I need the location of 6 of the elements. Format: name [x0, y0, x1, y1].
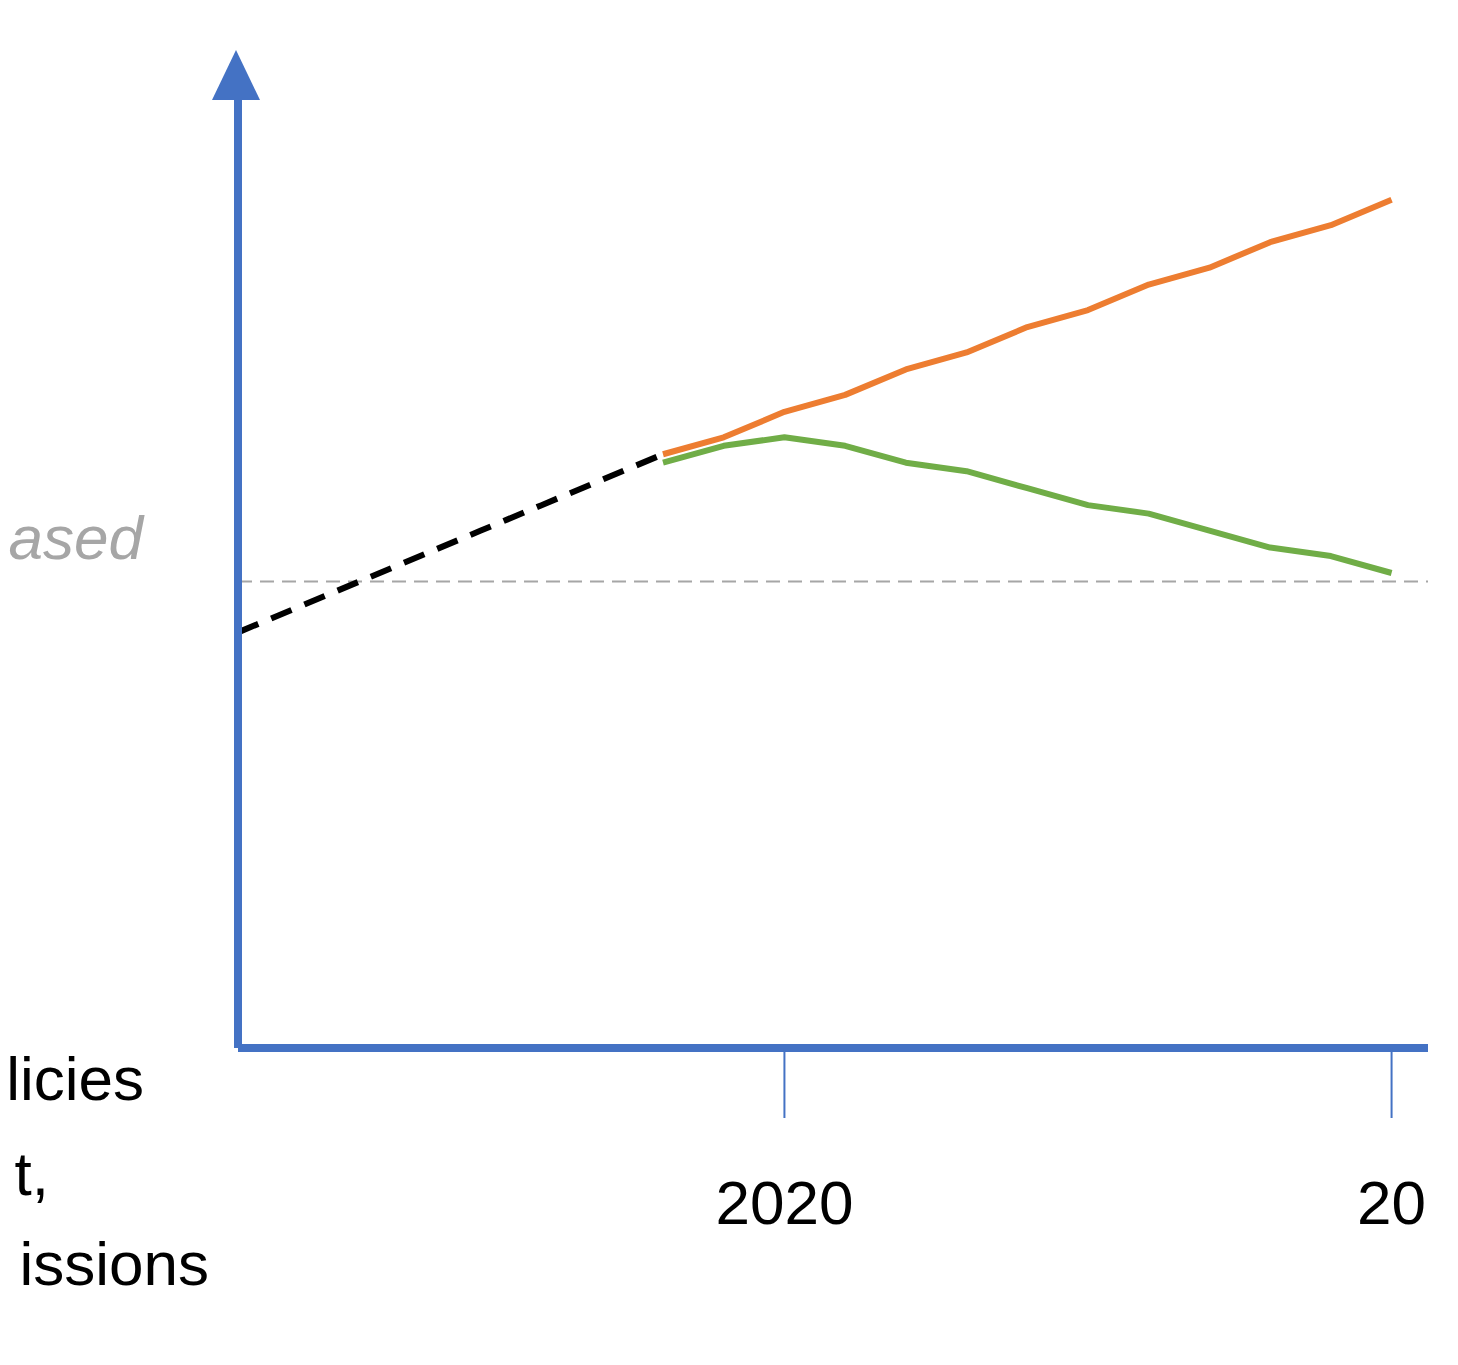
x-tick-label: 20	[1357, 1168, 1427, 1238]
ref-line-label: ased	[8, 503, 146, 573]
x-tick-label: 2020	[715, 1168, 854, 1238]
text: issions	[19, 1229, 209, 1298]
text: licies	[6, 1044, 144, 1113]
text: t,	[14, 1139, 49, 1208]
